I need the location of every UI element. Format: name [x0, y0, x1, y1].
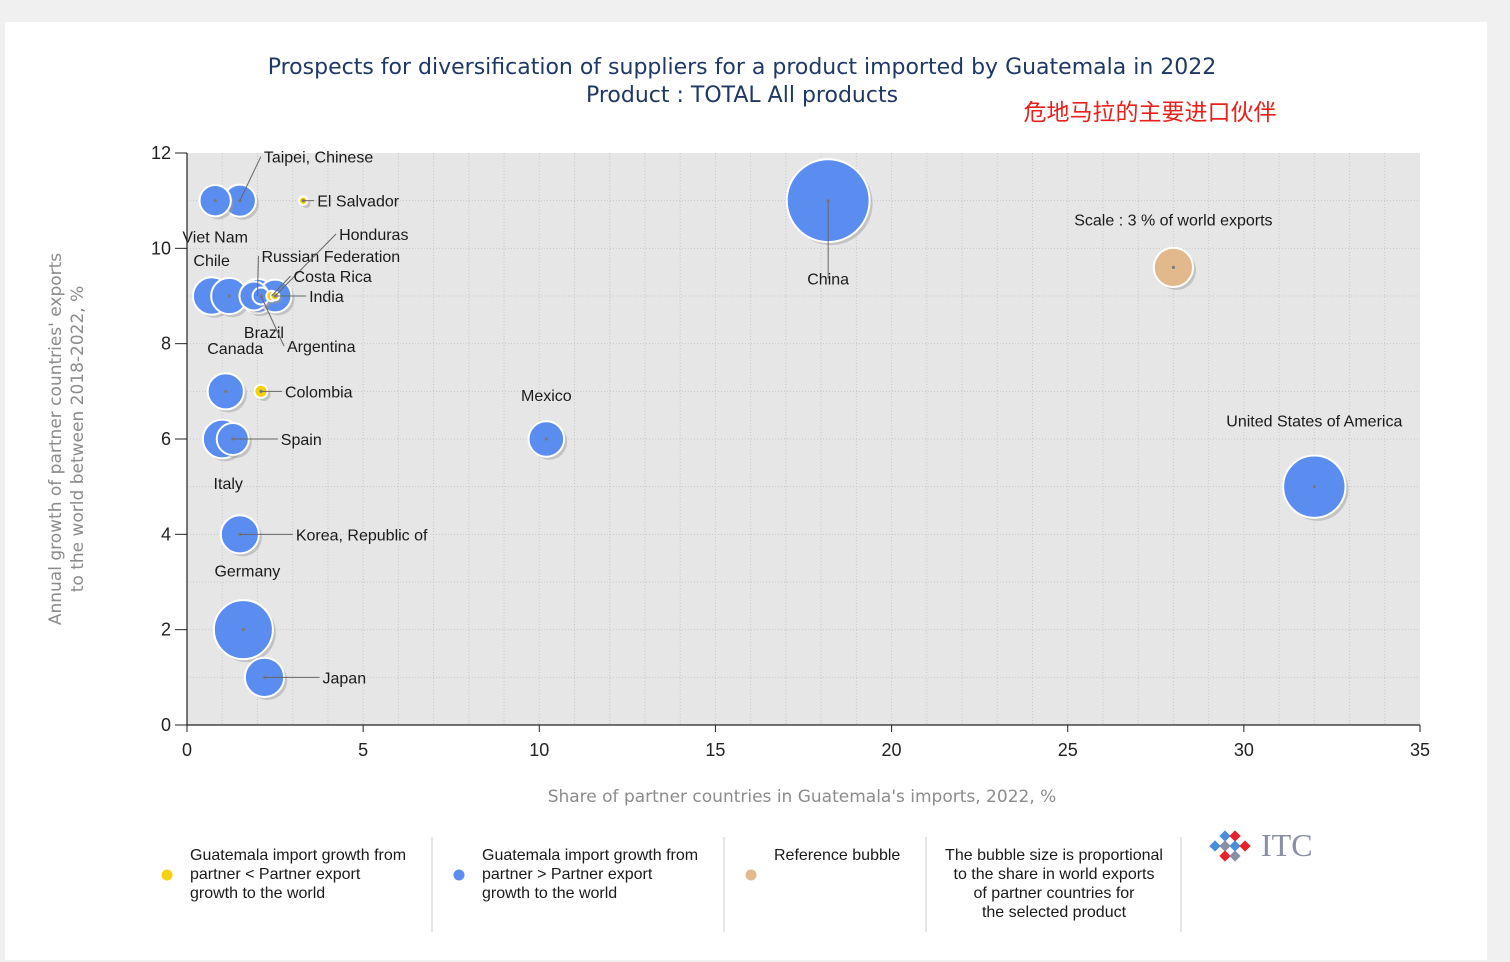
- bubble-label: Costa Rica: [294, 269, 372, 286]
- y-axis-label-line: Annual growth of partner countries' expo…: [46, 253, 66, 625]
- legend-text-line: partner < Partner export: [190, 866, 361, 883]
- bubble-point: [243, 656, 288, 700]
- y-tick-label: 10: [151, 238, 171, 258]
- y-tick-label: 8: [161, 334, 171, 354]
- legend-item: The bubble size is proportional to the sh…: [945, 847, 1163, 921]
- y-axis-label-line: to the world between 2018-2022, %: [68, 286, 88, 593]
- bubble-center-dot: [238, 532, 242, 536]
- legend-item: Reference bubble: [745, 847, 900, 881]
- legend-marker: [745, 869, 757, 881]
- x-axis-label: Share of partner countries in Guatemala'…: [548, 787, 1057, 807]
- label-leader-line: [274, 233, 337, 297]
- x-tick-label: 25: [1058, 740, 1078, 760]
- itc-logo-text: ITC: [1261, 827, 1313, 863]
- bubble-point: [198, 184, 234, 220]
- itc-logo: ITC: [1209, 827, 1313, 863]
- legend-text-line: the selected product: [982, 904, 1127, 921]
- bubble-label: Colombia: [285, 384, 353, 401]
- bubble-point: [206, 372, 247, 413]
- bubble-label: United States of America: [1226, 414, 1402, 431]
- y-tick-label: 0: [161, 715, 171, 735]
- legend: Guatemala import growth from partner < Pa…: [161, 837, 1182, 932]
- bubble-center-dot: [227, 294, 231, 298]
- legend-text-line: of partner countries for: [974, 885, 1136, 902]
- legend-text-line: growth to the world: [190, 885, 325, 902]
- bubble-label: Taipei, Chinese: [264, 150, 374, 167]
- bubble-center-dot: [1312, 485, 1316, 489]
- x-tick-label: 35: [1410, 740, 1430, 760]
- legend-text-line: Reference bubble: [774, 847, 900, 864]
- bubble-label: Mexico: [521, 388, 572, 405]
- legend-text-line: partner > Partner export: [482, 866, 653, 883]
- label-leader-line: [239, 156, 262, 201]
- bubble-label: El Salvador: [317, 194, 399, 211]
- x-tick-label: 30: [1234, 740, 1254, 760]
- bubble-center-dot: [1171, 265, 1175, 269]
- y-tick-label: 2: [161, 620, 171, 640]
- legend-text-line: to the share in world exports: [954, 866, 1155, 883]
- legend-marker: [161, 869, 173, 881]
- bubble-center-dot: [826, 199, 830, 203]
- plot-background: [187, 153, 1420, 725]
- bubble-label: Russian Federation: [261, 249, 400, 266]
- legend-text-line: The bubble size is proportional: [945, 847, 1163, 864]
- bubble-label: Japan: [323, 670, 367, 687]
- reference-bubble-label: Scale : 3 % of world exports: [1074, 212, 1272, 229]
- y-tick-label: 4: [161, 524, 171, 544]
- y-tick-label: 12: [151, 143, 171, 163]
- bubble-point: [1282, 454, 1349, 521]
- legend-text-line: growth to the world: [482, 885, 617, 902]
- y-tick-label: 6: [161, 429, 171, 449]
- bubble-center-dot: [544, 437, 548, 441]
- bubble-point: [212, 599, 276, 663]
- bubble-label: Italy: [214, 476, 243, 493]
- bubble-label: India: [309, 289, 344, 306]
- x-tick-label: 5: [358, 740, 368, 760]
- bubble-center-dot: [241, 628, 245, 632]
- y-axis-label: Annual growth of partner countries' expo…: [46, 253, 88, 625]
- itc-logo-mark: [1209, 830, 1251, 862]
- bubble-center-dot: [259, 389, 263, 393]
- bubble-label: Germany: [214, 564, 280, 581]
- chart-subtitle: Product : TOTAL All products: [586, 83, 898, 108]
- label-leader-line: [256, 255, 259, 297]
- x-tick-label: 10: [529, 740, 549, 760]
- bubble-point: [215, 421, 252, 459]
- bubble-center-dot: [224, 389, 228, 393]
- bubble-label: Honduras: [339, 227, 408, 244]
- bubble-point: [785, 158, 873, 246]
- chart-panel: Prospects for diversification of supplie…: [5, 22, 1487, 960]
- bubble-center-dot: [213, 199, 217, 203]
- legend-text-line: Guatemala import growth from: [190, 847, 406, 864]
- legend-text-line: Guatemala import growth from: [482, 847, 698, 864]
- legend-marker: [453, 869, 465, 881]
- x-tick-label: 0: [182, 740, 192, 760]
- bubble-label: Chile: [193, 253, 230, 270]
- bubble-point: [251, 286, 273, 308]
- label-leader-line: [260, 295, 285, 347]
- legend-item: Guatemala import growth from partner < Pa…: [161, 847, 406, 902]
- bubble-point: [527, 420, 568, 460]
- axes: 0 5 10 15 20 25 30 35 0 2 4 6 8 10 12: [151, 143, 1430, 760]
- x-tick-label: 15: [705, 740, 725, 760]
- bubble-label: Spain: [281, 432, 322, 449]
- legend-item: Guatemala import growth from partner > Pa…: [453, 847, 698, 902]
- bubble-label: Viet Nam: [182, 230, 248, 247]
- chinese-annotation: 危地马拉的主要进口伙伴: [1024, 100, 1277, 126]
- bubble-labels: Scale : 3 % of world exports Taipei, Chin…: [182, 150, 1402, 688]
- bubble-label: Canada: [207, 341, 263, 358]
- bubble-label: China: [807, 272, 849, 289]
- label-leader-line: [271, 275, 291, 297]
- reference-bubble: [1152, 246, 1197, 291]
- x-tick-label: 20: [882, 740, 902, 760]
- bubble-label: Brazil: [244, 325, 284, 342]
- bubble-label: Argentina: [287, 339, 356, 356]
- chart-title: Prospects for diversification of supplie…: [268, 55, 1217, 80]
- bubble-chart: Prospects for diversification of supplie…: [46, 55, 1430, 932]
- plot-area: [187, 153, 1420, 725]
- bubble-label: Korea, Republic of: [296, 527, 428, 544]
